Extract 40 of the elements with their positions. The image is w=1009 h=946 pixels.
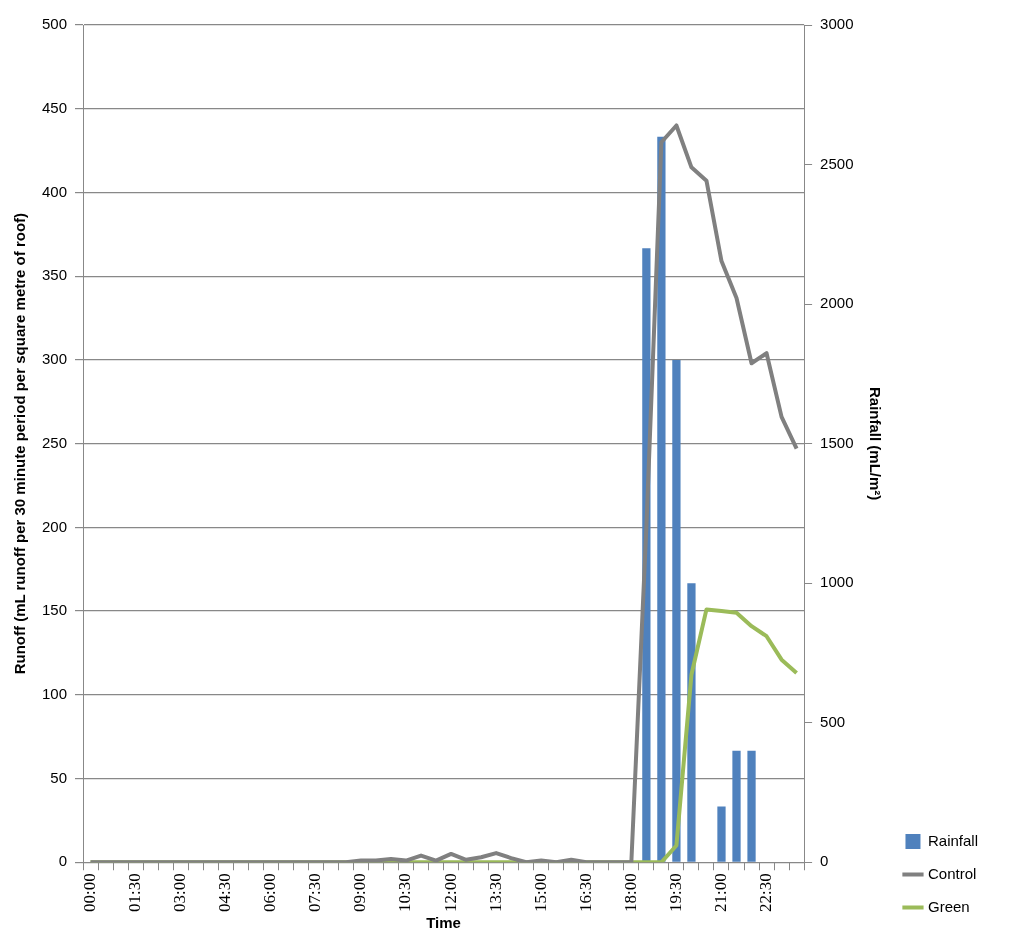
y2-tick-label: 500 bbox=[820, 712, 846, 730]
y2-tick-label: 1000 bbox=[820, 573, 854, 591]
y-tick-label: 0 bbox=[58, 852, 68, 870]
y-tick-label: 450 bbox=[42, 98, 68, 116]
legend-label: Rainfall bbox=[927, 831, 979, 849]
y-tick-label: 100 bbox=[42, 684, 68, 702]
y-axis-title: Runoff (mL runoff per 30 minute period per square metre of roof) bbox=[11, 212, 29, 675]
legend-label: Control bbox=[927, 864, 977, 882]
x-axis-title: Time bbox=[426, 914, 461, 932]
legend-label: Green bbox=[927, 897, 970, 915]
y2-tick-label: 0 bbox=[820, 852, 829, 870]
y2-tick-label: 1500 bbox=[820, 433, 854, 451]
x-tick-label: 12:00 bbox=[440, 873, 460, 913]
x-tick-label: 18:00 bbox=[620, 873, 640, 913]
x-tick-label: 04:30 bbox=[215, 873, 235, 913]
x-tick-label: 06:00 bbox=[260, 873, 280, 913]
y2-tick-label: 3000 bbox=[820, 15, 854, 33]
y2-tick-label: 2000 bbox=[820, 294, 854, 312]
x-tick-label: 22:30 bbox=[756, 873, 776, 913]
x-tick-label: 03:00 bbox=[170, 873, 190, 913]
y-tick-label: 500 bbox=[42, 15, 68, 33]
x-tick-label: 10:30 bbox=[395, 873, 415, 913]
y2-tick-label: 2500 bbox=[820, 154, 854, 172]
y-tick-label: 150 bbox=[42, 601, 68, 619]
x-tick-label: 21:00 bbox=[710, 873, 730, 913]
x-tick-label: 15:00 bbox=[530, 873, 550, 913]
y-tick-label: 250 bbox=[42, 433, 68, 451]
y-tick-label: 400 bbox=[42, 182, 68, 200]
x-tick-label: 07:30 bbox=[305, 873, 325, 913]
x-tick-label: 00:00 bbox=[80, 873, 100, 913]
x-tick-label: 16:30 bbox=[575, 873, 595, 913]
x-tick-label: 13:30 bbox=[485, 873, 505, 913]
x-tick-label: 19:30 bbox=[665, 873, 685, 913]
x-tick-label: 01:30 bbox=[125, 873, 145, 913]
y-tick-label: 300 bbox=[42, 350, 68, 368]
y2-axis-title: Rainfall (mL/m²) bbox=[867, 386, 885, 501]
x-tick-label: 09:00 bbox=[350, 873, 370, 913]
y-tick-label: 50 bbox=[50, 768, 68, 786]
y-tick-label: 200 bbox=[42, 517, 68, 535]
y-tick-label: 350 bbox=[42, 266, 68, 284]
